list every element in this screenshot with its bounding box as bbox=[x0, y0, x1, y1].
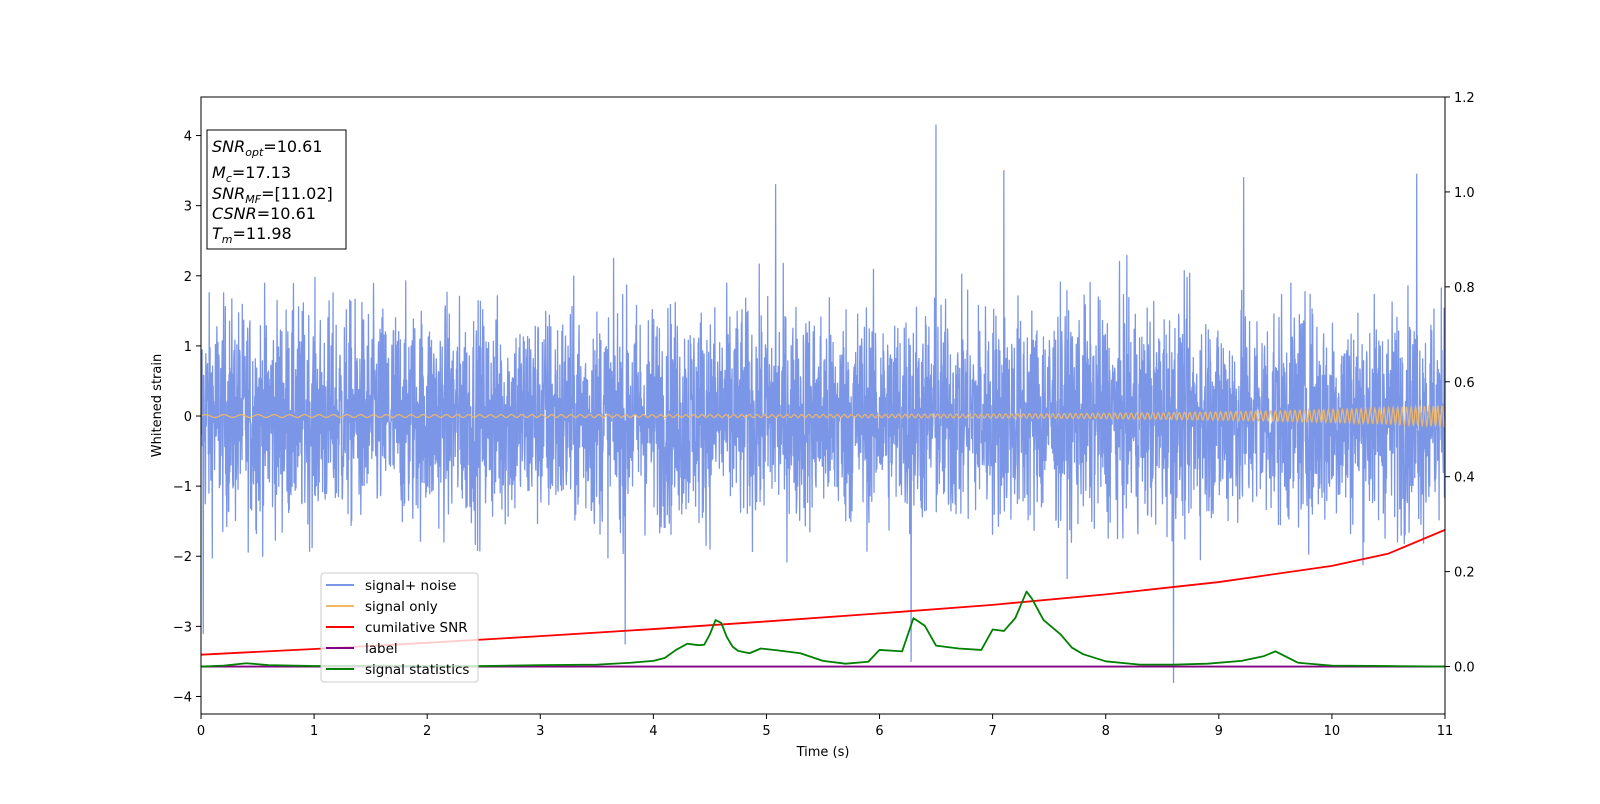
y-tick-label: 2 bbox=[184, 270, 192, 285]
x-tick-label: 1 bbox=[310, 724, 318, 739]
info-value: =11.98 bbox=[233, 224, 292, 243]
x-tick-label: 4 bbox=[649, 724, 657, 739]
y2-tick-label: 1.2 bbox=[1454, 91, 1475, 106]
info-symbol: SNR bbox=[212, 184, 245, 203]
info-subscript: m bbox=[222, 233, 233, 246]
y-tick-label: 3 bbox=[184, 200, 192, 215]
y-tick-label: 1 bbox=[184, 340, 192, 355]
legend-label: cumilative SNR bbox=[365, 620, 468, 636]
x-tick-label: 8 bbox=[1102, 724, 1110, 739]
info-line: SNRMF=[11.02] bbox=[212, 184, 333, 206]
y2-tick-label: 0.8 bbox=[1454, 281, 1475, 296]
series-signal-only bbox=[201, 404, 1445, 429]
axes-frame bbox=[200, 96, 1446, 715]
y-tick-label: 4 bbox=[184, 130, 192, 145]
y2-tick-label: 1.0 bbox=[1454, 186, 1475, 201]
info-symbol: T bbox=[212, 224, 223, 243]
info-line: CSNR=10.61 bbox=[212, 204, 316, 223]
y2-tick-label: 0.4 bbox=[1454, 471, 1475, 486]
x-tick-label: 0 bbox=[197, 724, 205, 739]
y-axis-label: Whitened strain bbox=[150, 354, 165, 457]
y-tick-label: −3 bbox=[173, 620, 192, 635]
info-symbol: CSNR bbox=[212, 204, 257, 223]
info-box bbox=[206, 129, 347, 250]
y2-tick-label: 0.6 bbox=[1454, 376, 1475, 391]
x-tick-label: 6 bbox=[875, 724, 883, 739]
x-axis-label: Time (s) bbox=[796, 745, 850, 760]
series-signal-statistics bbox=[201, 590, 1445, 668]
legend-label: label bbox=[365, 641, 398, 657]
y-tick-label: −2 bbox=[173, 550, 192, 565]
y-tick-label: 0 bbox=[184, 410, 192, 425]
x-tick-label: 5 bbox=[762, 724, 770, 739]
x-tick-label: 10 bbox=[1324, 724, 1341, 739]
legend-label: signal only bbox=[365, 599, 438, 615]
y2-tick-label: 0.0 bbox=[1454, 661, 1475, 676]
x-tick-label: 7 bbox=[988, 724, 996, 739]
info-symbol: M bbox=[212, 163, 226, 182]
x-tick-label: 2 bbox=[423, 724, 431, 739]
y-tick-label: −4 bbox=[173, 690, 192, 705]
legend-label: signal+ noise bbox=[365, 578, 456, 594]
y-tick-label: −1 bbox=[173, 480, 192, 495]
info-value: =17.13 bbox=[232, 163, 291, 182]
info-value: =[11.02] bbox=[261, 184, 333, 203]
info-symbol: SNR bbox=[212, 137, 245, 156]
info-value: =10.61 bbox=[257, 204, 316, 223]
x-tick-label: 9 bbox=[1215, 724, 1223, 739]
info-line: Mc=17.13 bbox=[212, 163, 291, 185]
x-tick-label: 11 bbox=[1437, 724, 1454, 739]
info-subscript: opt bbox=[245, 146, 264, 159]
info-value: =10.61 bbox=[263, 137, 322, 156]
info-subscript: c bbox=[226, 172, 232, 185]
info-line: Tm=11.98 bbox=[212, 224, 292, 246]
y2-tick-label: 0.2 bbox=[1454, 566, 1475, 581]
legend-box bbox=[320, 572, 479, 683]
info-line: SNRopt=10.61 bbox=[212, 137, 323, 159]
legend-label: signal statistics bbox=[365, 662, 469, 678]
x-tick-label: 3 bbox=[536, 724, 544, 739]
info-subscript: MF bbox=[245, 193, 261, 206]
